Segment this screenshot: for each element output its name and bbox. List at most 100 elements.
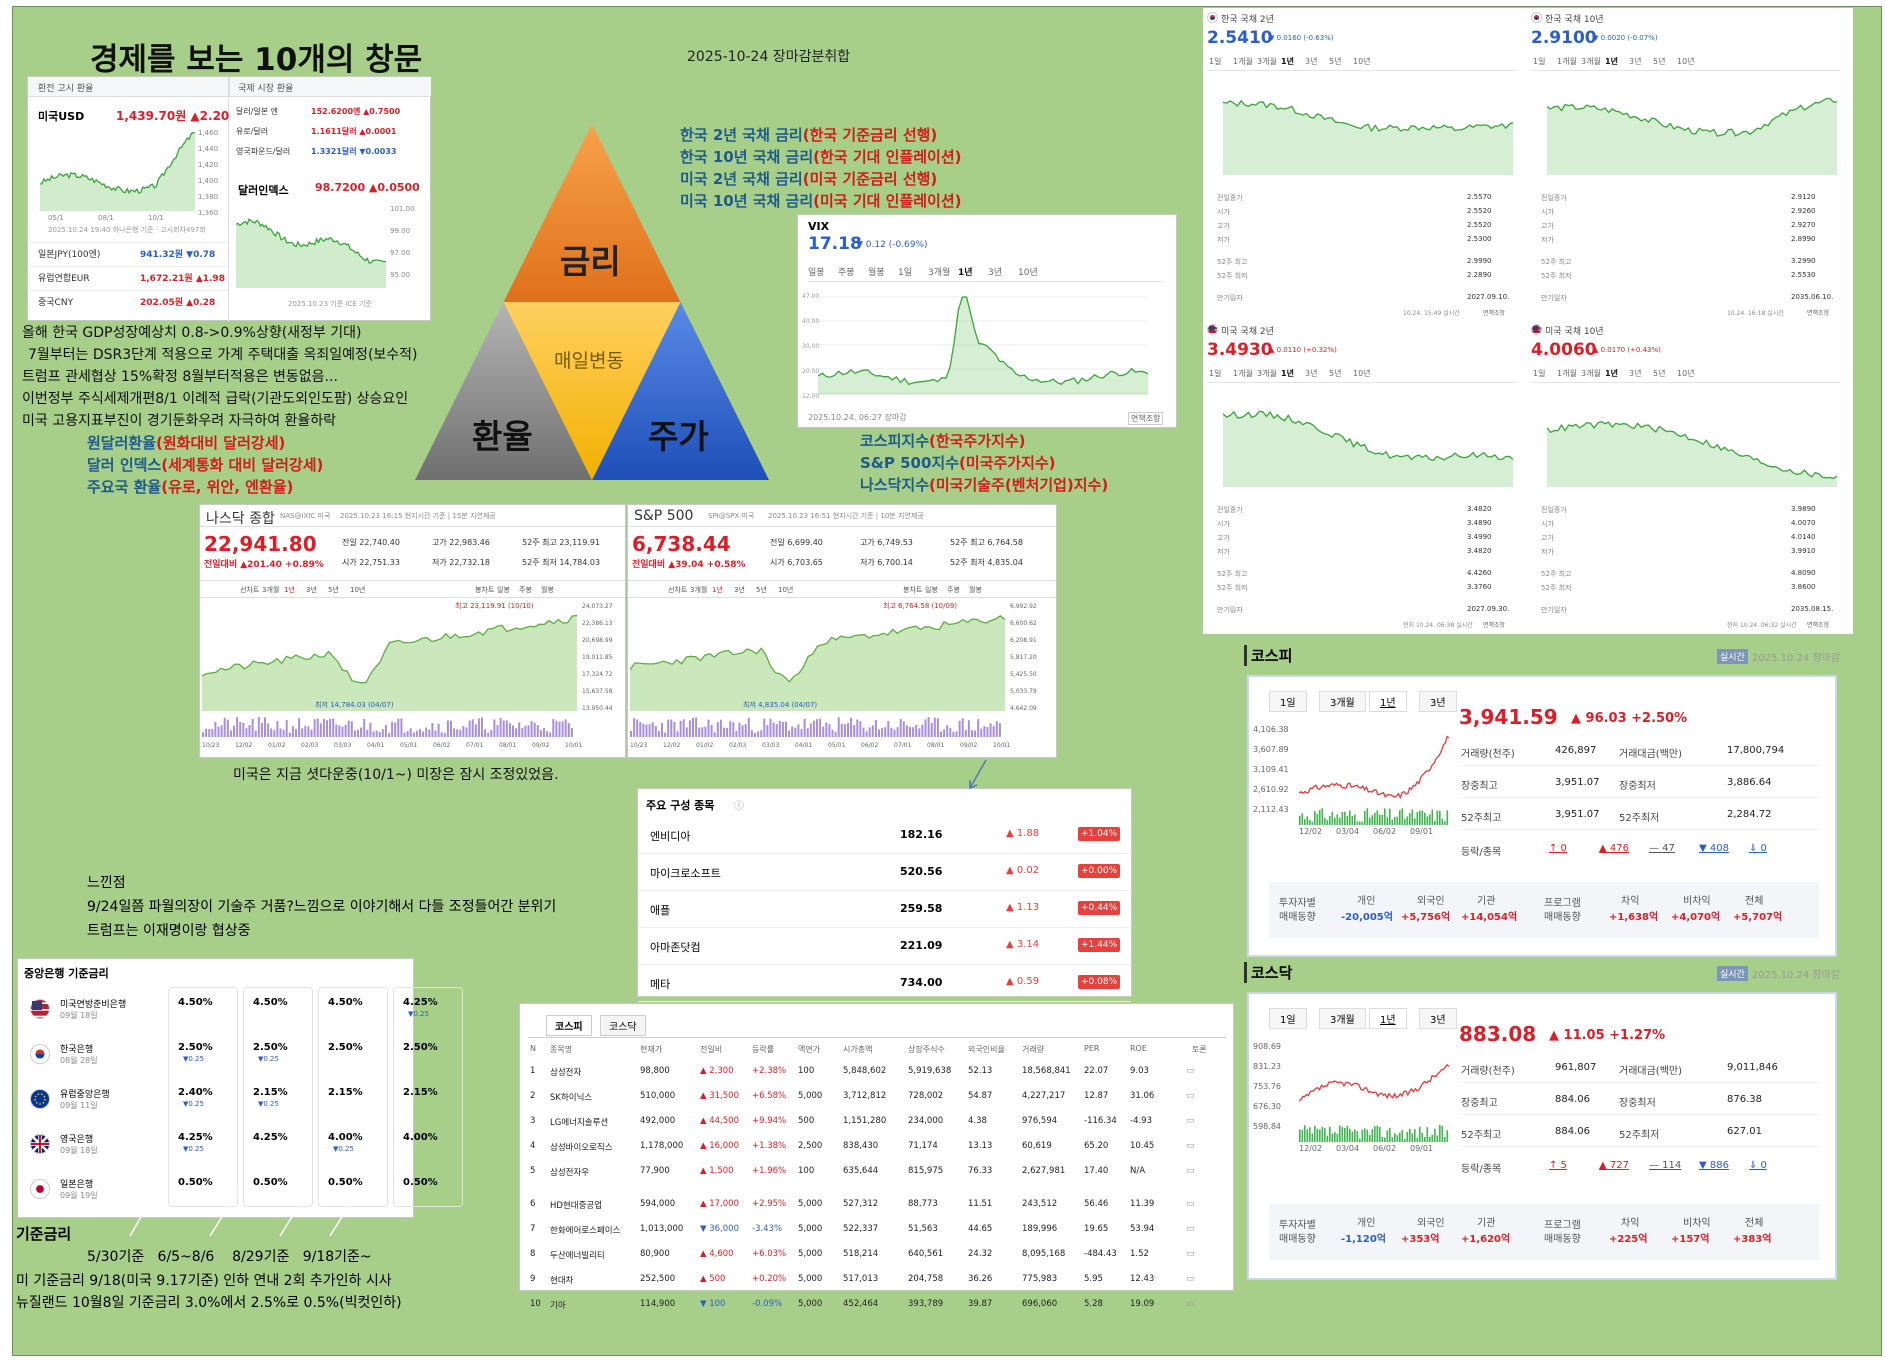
bond-disclaimer-button[interactable]: 면책조항: [1807, 622, 1830, 629]
kr-stock-cell[interactable]: 기아: [550, 1301, 566, 1311]
comment-icon[interactable]: ▭: [1186, 1274, 1195, 1284]
constituent-name[interactable]: 메타: [650, 978, 671, 991]
vix-tab[interactable]: 3개월: [928, 268, 951, 278]
bond-tab[interactable]: 10년: [1353, 369, 1371, 378]
index-range-tab[interactable]: 3개월: [262, 586, 280, 594]
bond-disclaimer-button[interactable]: 면책조항: [1483, 622, 1506, 629]
kr-stock-cell[interactable]: 삼성전자우: [550, 1168, 590, 1178]
market-range-tab[interactable]: 1년: [1369, 691, 1407, 712]
market-breadth-item[interactable]: — 114: [1649, 1160, 1682, 1171]
kr-stock-cell[interactable]: LG에너지솔루션: [550, 1118, 609, 1128]
index-candle-tab[interactable]: 일봉: [497, 586, 510, 594]
kr-stocks-tab[interactable]: 코스피: [546, 1015, 592, 1036]
index-range-tab[interactable]: 10년: [778, 586, 794, 594]
bond-tab[interactable]: 1개월: [1557, 57, 1577, 66]
bond-tab[interactable]: 3개월: [1581, 369, 1601, 378]
bond-tab[interactable]: 10년: [1677, 57, 1695, 66]
market-breadth-item[interactable]: ⇓ 0: [1749, 1160, 1767, 1171]
comment-icon[interactable]: ▭: [1186, 1166, 1195, 1176]
bond-tab[interactable]: 5년: [1329, 57, 1342, 66]
index-range-tab[interactable]: 1년: [712, 586, 723, 594]
constituent-name[interactable]: 마이크로소프트: [650, 867, 721, 880]
index-candle-tab[interactable]: 월봉: [541, 586, 554, 594]
kr-stock-cell[interactable]: SK하이닉스: [550, 1093, 593, 1103]
market-breadth-item[interactable]: ▼ 408: [1699, 843, 1729, 854]
comment-icon[interactable]: ▭: [1186, 1299, 1195, 1309]
comment-icon[interactable]: ▭: [1186, 1224, 1195, 1234]
bond-tab[interactable]: 3년: [1305, 369, 1318, 378]
kr-stock-cell[interactable]: 삼성바이오로직스: [550, 1143, 613, 1153]
info-icon[interactable]: ⓘ: [734, 801, 744, 812]
comment-icon[interactable]: ▭: [1186, 1141, 1195, 1151]
bond-tab[interactable]: 1개월: [1233, 57, 1253, 66]
index-candle-tab[interactable]: 주봉: [947, 586, 960, 594]
kr-stock-cell[interactable]: 한화에어로스페이스: [550, 1226, 621, 1236]
bond-tab[interactable]: 3년: [1629, 57, 1642, 66]
index-range-tab[interactable]: 1년: [284, 586, 295, 594]
market-breadth-item[interactable]: ↑ 5: [1549, 1160, 1567, 1171]
constituent-name[interactable]: 아마존닷컴: [650, 941, 701, 954]
comment-icon[interactable]: ▭: [1186, 1066, 1195, 1076]
kr-stock-cell[interactable]: 삼성전자: [550, 1068, 582, 1078]
bond-tab[interactable]: 1년: [1281, 369, 1294, 378]
index-range-tab[interactable]: 5년: [328, 586, 339, 594]
market-range-tab[interactable]: 3개월: [1319, 691, 1366, 712]
kr-stocks-tab[interactable]: 코스닥: [600, 1015, 646, 1036]
market-breadth-item[interactable]: — 47: [1649, 843, 1675, 854]
market-range-tab[interactable]: 1일: [1269, 691, 1307, 712]
bond-tab[interactable]: 1일: [1209, 57, 1222, 66]
market-breadth-item[interactable]: ▲ 727: [1599, 1160, 1629, 1171]
index-range-tab[interactable]: 10년: [350, 586, 366, 594]
index-range-tab[interactable]: 3개월: [690, 586, 708, 594]
vix-tab[interactable]: 월봉: [868, 268, 885, 278]
bond-tab[interactable]: 1년: [1605, 369, 1618, 378]
constituent-name[interactable]: 애플: [650, 904, 671, 917]
market-breadth-item[interactable]: ⇓ 0: [1749, 843, 1767, 854]
bond-tab[interactable]: 10년: [1677, 369, 1695, 378]
kr-stock-cell[interactable]: 현대차: [550, 1276, 574, 1286]
vix-tab[interactable]: 3년: [988, 268, 1003, 278]
index-range-tab[interactable]: 선차트: [240, 586, 260, 594]
bond-tab[interactable]: 3개월: [1257, 57, 1277, 66]
comment-icon[interactable]: ▭: [1186, 1091, 1195, 1101]
vix-tab[interactable]: 주봉: [838, 268, 855, 278]
market-breadth-item[interactable]: ▼ 886: [1699, 1160, 1729, 1171]
market-range-tab[interactable]: 1일: [1269, 1008, 1307, 1029]
market-range-tab[interactable]: 3개월: [1319, 1008, 1366, 1029]
index-candle-tab[interactable]: 월봉: [969, 586, 982, 594]
market-breadth-item[interactable]: ↑ 0: [1549, 843, 1567, 854]
bond-tab[interactable]: 10년: [1353, 57, 1371, 66]
market-range-tab[interactable]: 3년: [1419, 691, 1457, 712]
constituent-name[interactable]: 엔비디아: [650, 830, 691, 843]
bond-tab[interactable]: 1년: [1281, 57, 1294, 66]
bond-tab[interactable]: 5년: [1653, 57, 1666, 66]
vix-disclaimer-button[interactable]: 면책조항: [1128, 412, 1164, 425]
market-range-tab[interactable]: 3년: [1419, 1008, 1457, 1029]
bond-tab[interactable]: 3개월: [1257, 369, 1277, 378]
index-range-tab[interactable]: 3년: [734, 586, 745, 594]
comment-icon[interactable]: ▭: [1186, 1199, 1195, 1209]
index-range-tab[interactable]: 선차트: [668, 586, 688, 594]
comment-icon[interactable]: ▭: [1186, 1249, 1195, 1259]
bond-tab[interactable]: 1일: [1209, 369, 1222, 378]
index-range-tab[interactable]: 5년: [756, 586, 767, 594]
index-candle-tab[interactable]: 봉차트: [903, 586, 923, 594]
kr-stock-cell[interactable]: HD현대중공업: [550, 1201, 603, 1211]
comment-icon[interactable]: ▭: [1186, 1116, 1195, 1126]
bond-tab[interactable]: 1개월: [1557, 369, 1577, 378]
bond-tab[interactable]: 3년: [1305, 57, 1318, 66]
bond-disclaimer-button[interactable]: 면책조항: [1483, 310, 1506, 317]
index-candle-tab[interactable]: 주봉: [519, 586, 532, 594]
bond-tab[interactable]: 1일: [1533, 369, 1546, 378]
vix-tab[interactable]: 10년: [1018, 268, 1038, 278]
bond-tab[interactable]: 1개월: [1233, 369, 1253, 378]
market-range-tab[interactable]: 1년: [1369, 1008, 1407, 1029]
bond-tab[interactable]: 1년: [1605, 57, 1618, 66]
market-breadth-item[interactable]: ▲ 476: [1599, 843, 1629, 854]
bond-tab[interactable]: 3년: [1629, 369, 1642, 378]
bond-tab[interactable]: 1일: [1533, 57, 1546, 66]
bond-tab[interactable]: 5년: [1653, 369, 1666, 378]
vix-tab[interactable]: 1일: [898, 268, 913, 278]
bond-tab[interactable]: 5년: [1329, 369, 1342, 378]
vix-tab[interactable]: 일봉: [808, 268, 825, 278]
